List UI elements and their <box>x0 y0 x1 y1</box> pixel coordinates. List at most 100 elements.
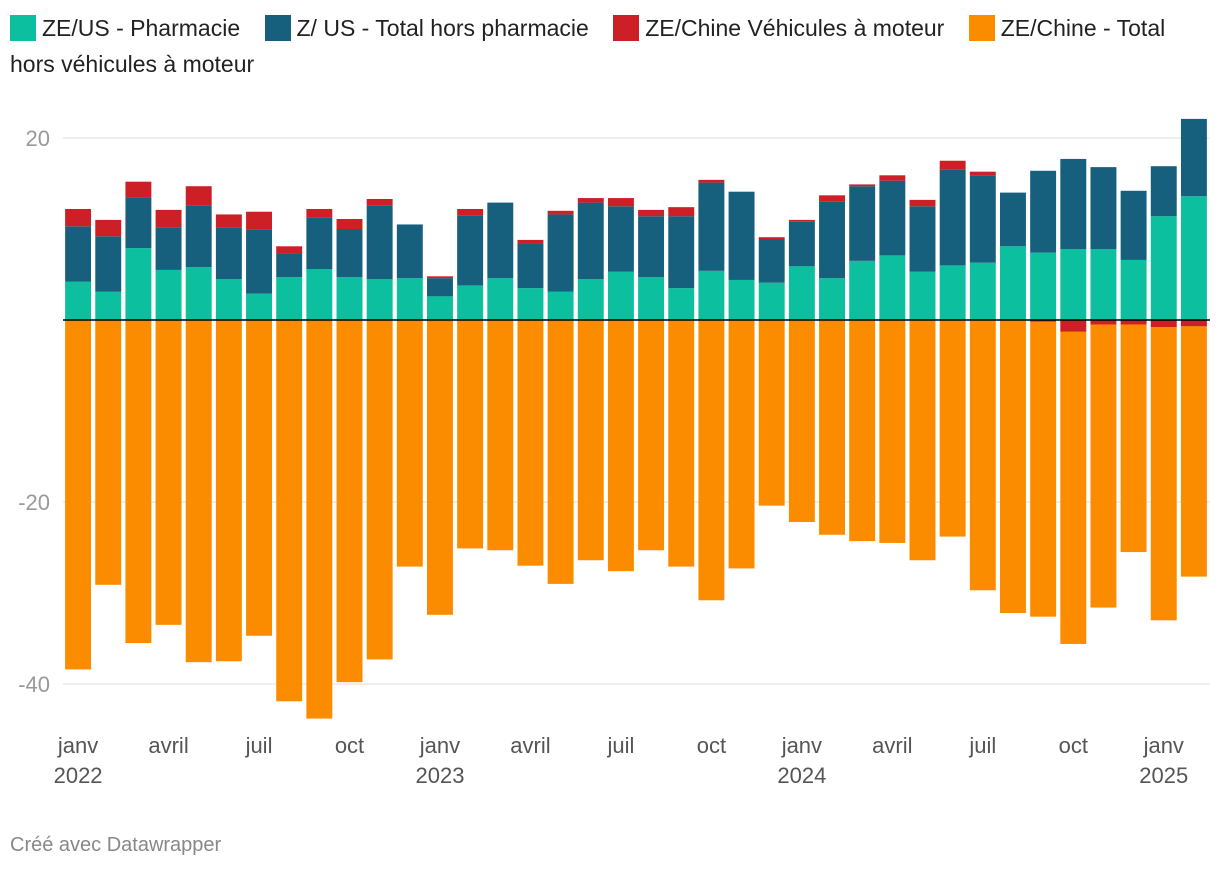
bar-segment <box>487 320 514 551</box>
bar-segment <box>547 291 574 320</box>
bar-segment <box>306 269 333 320</box>
bar-segment <box>758 237 785 240</box>
bar-segment <box>155 209 182 228</box>
bar-segment <box>1030 320 1057 322</box>
bar-segment <box>939 320 966 537</box>
legend-swatch <box>968 15 995 41</box>
x-tick-label: avril <box>148 733 188 758</box>
bar-segment <box>336 229 363 278</box>
bar-segment <box>849 260 876 320</box>
bar-segment <box>276 246 303 254</box>
bar-segment <box>698 179 725 183</box>
bar-segment <box>366 205 393 280</box>
bar-segment <box>879 175 906 181</box>
bar-segment <box>246 293 272 320</box>
bar-segment <box>185 205 212 268</box>
bar-segment <box>909 271 936 320</box>
legend-swatch <box>613 15 640 41</box>
bar-segment <box>1000 246 1026 320</box>
bar-segment <box>125 181 152 198</box>
bar-segment <box>125 197 152 249</box>
x-tick-label: avril <box>510 733 550 758</box>
bar-segment <box>215 227 242 280</box>
bar-segment <box>758 282 785 320</box>
x-tick-label: avril <box>872 733 912 758</box>
bar-segment <box>909 199 936 207</box>
bar-segment <box>276 253 303 278</box>
x-year-label: 2023 <box>415 763 464 788</box>
bar-segment <box>336 277 363 320</box>
bar-segment <box>1180 320 1207 327</box>
bar-segment <box>758 239 785 283</box>
bar-segment <box>306 208 333 218</box>
bar-segment <box>668 216 695 289</box>
x-tick-label: janv <box>419 733 460 758</box>
bar-segment <box>517 239 544 244</box>
bar-segment <box>125 248 152 320</box>
bar-segment <box>155 227 182 270</box>
bar-segment <box>969 320 996 591</box>
bar-segment <box>1060 320 1087 332</box>
bar-segment <box>1150 327 1177 621</box>
bar-segment <box>517 243 544 289</box>
bar-segment <box>396 224 423 279</box>
bar-segment <box>1150 320 1177 328</box>
bar-segment <box>969 175 996 263</box>
bar-segment <box>728 191 755 280</box>
bar-segment <box>1120 190 1147 260</box>
bar-segment <box>185 186 212 206</box>
bar-segment <box>879 180 906 256</box>
bar-segment <box>939 160 966 170</box>
x-tick-label: janv <box>781 733 822 758</box>
bar-segment <box>457 320 484 549</box>
x-tick-label: janv <box>1143 733 1184 758</box>
legend: ZE/US - Pharmacie Z/ US - Total hors pha… <box>10 10 1210 82</box>
bar-segment <box>607 198 634 207</box>
bar-segment <box>849 320 876 542</box>
bar-segment <box>276 320 303 702</box>
bar-segment <box>457 285 484 320</box>
bar-segment <box>517 288 544 320</box>
bar-segment <box>577 198 604 203</box>
bar-segment <box>1120 324 1147 553</box>
bar-segment <box>788 219 815 222</box>
bar-segment <box>728 279 755 320</box>
bar-segment <box>698 270 725 320</box>
y-tick-label: -20 <box>18 490 50 515</box>
bar-segment <box>577 202 604 280</box>
bar-segment <box>1000 192 1026 247</box>
bar-segment <box>396 320 423 567</box>
bar-segment <box>215 279 242 320</box>
bar-segment <box>65 320 92 670</box>
bar-segment <box>155 320 182 625</box>
bar-segment <box>788 221 815 267</box>
bar-segment <box>819 278 845 320</box>
bar-segment <box>668 320 695 567</box>
bar-segment <box>1060 158 1087 250</box>
legend-label: Z/ US - Total hors pharmacie <box>296 15 589 41</box>
x-year-label: 2022 <box>54 763 103 788</box>
bar-segment <box>607 206 634 272</box>
footer: Créé avec Datawrapper <box>10 834 222 856</box>
bar-segment <box>788 266 815 320</box>
bar-segment <box>215 214 242 228</box>
x-year-label: 2024 <box>777 763 826 788</box>
bar-segment <box>336 218 363 229</box>
bar-segment <box>577 320 604 561</box>
x-tick-label: juil <box>245 733 273 758</box>
legend-label: ZE/US - Pharmacie <box>42 15 241 41</box>
bar-segment <box>879 320 906 543</box>
bar-segment <box>638 216 665 278</box>
bar-segment <box>577 279 604 320</box>
bar-segment <box>607 271 634 320</box>
bar-segment <box>1030 252 1057 320</box>
bar-segment <box>547 214 574 292</box>
x-tick-label: janv <box>57 733 98 758</box>
y-tick-label: -40 <box>18 672 50 697</box>
bar-segment <box>1030 170 1057 253</box>
bar-segment <box>638 277 665 320</box>
bar-segment <box>1180 118 1207 197</box>
bar-segment <box>306 320 333 719</box>
